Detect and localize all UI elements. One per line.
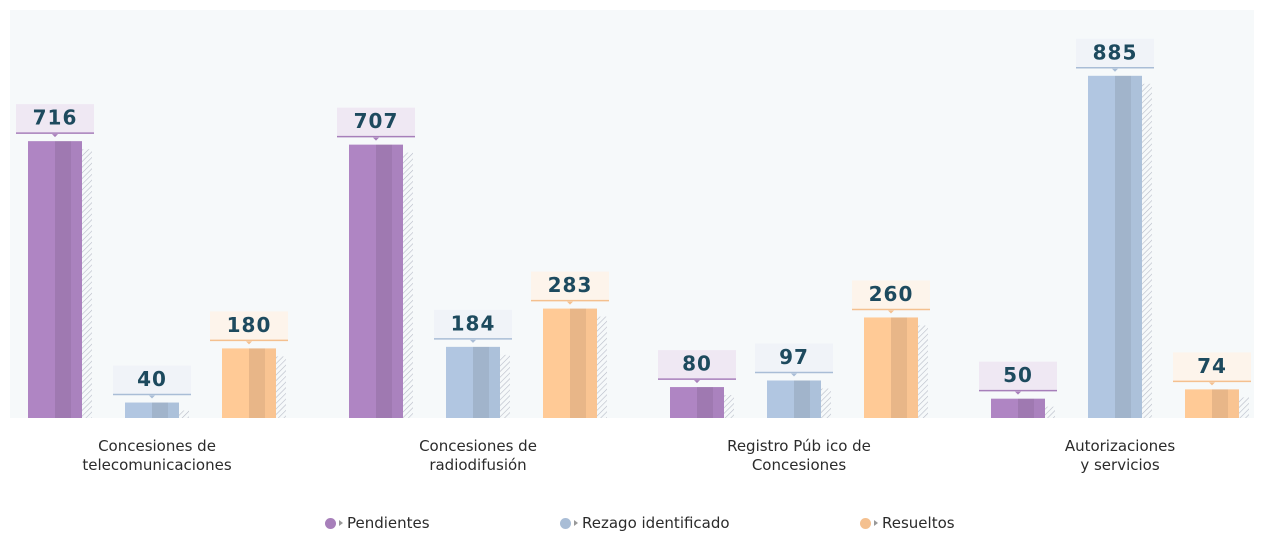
bar-shadow [597,316,607,418]
bar [446,346,500,418]
value-label: 885 [1093,40,1138,64]
x-tick-label: Autorizaciones y servicios [1064,437,1176,474]
value-label: 260 [869,282,914,306]
legend-label: Pendientes [347,514,430,532]
bar-shadow [276,356,286,418]
legend-arrow [574,520,578,526]
x-tick-label: Concesiones de telecomunicaciones [82,437,232,474]
bar-shadow [724,395,734,418]
value-label: 180 [227,313,272,337]
bar-shadow [1239,397,1249,418]
value-label-pointer [888,310,894,314]
bar [767,380,821,418]
value-label: 40 [137,367,167,391]
value-label-pointer [791,373,797,377]
value-label-pointer [52,134,58,138]
value-label-box [1076,38,1154,68]
bar [1088,75,1142,419]
value-label: 50 [1003,363,1033,387]
bar [1185,389,1239,418]
value-label: 80 [682,352,712,376]
bar-shadow [82,149,92,418]
bar [28,141,82,418]
x-tick-label: Concesiones de radiodifusión [419,437,537,474]
bar [543,308,597,418]
legend-label: Rezago identificado [582,514,730,532]
legend-arrow [339,520,343,526]
bar-shadow [918,325,928,418]
value-label: 716 [33,106,78,130]
bar [864,317,918,418]
value-label-box [113,365,191,395]
value-label-box [1173,352,1251,382]
bar-shadow [1142,83,1152,419]
value-label-pointer [246,341,252,345]
legend-swatch [325,517,336,529]
legend-swatch [560,517,571,529]
value-label-pointer [149,395,155,399]
value-label-box [210,311,288,341]
value-label-box [16,104,94,134]
legend-item: Rezago identificado [560,514,730,532]
value-label-pointer [1015,391,1021,395]
value-label-box [337,107,415,137]
value-label-box [531,271,609,301]
value-label-pointer [567,301,573,305]
value-label-box [434,309,512,339]
value-label: 707 [354,109,399,133]
value-label: 184 [451,311,496,335]
value-label-pointer [470,339,476,343]
bar [349,144,403,419]
bar-shadow [179,410,189,418]
value-label-box [979,361,1057,391]
bar-shadow [821,388,831,418]
bar [670,387,724,418]
bar [125,402,179,418]
bar [991,398,1045,418]
legend-item: Resueltos [860,514,955,532]
bar-shadow [403,152,413,419]
x-tick-label: Registro Púb ico de Concesiones [727,437,871,474]
value-label-pointer [373,137,379,141]
value-label-box [658,350,736,380]
bar [222,348,276,418]
legend-label: Resueltos [882,514,955,532]
value-label-pointer [1209,382,1215,386]
value-label: 74 [1197,354,1227,378]
value-label-pointer [694,380,700,384]
value-label-box [755,343,833,373]
value-label-box [852,280,930,310]
bar-shadow [1045,406,1055,418]
legend-item: Pendientes [325,514,430,532]
value-label: 283 [548,273,593,297]
bar-shadow [500,354,510,418]
legend-swatch [860,517,871,529]
value-label: 97 [779,345,809,369]
plot-background [10,10,1254,418]
legend-arrow [874,520,878,526]
value-label-pointer [1112,68,1118,72]
